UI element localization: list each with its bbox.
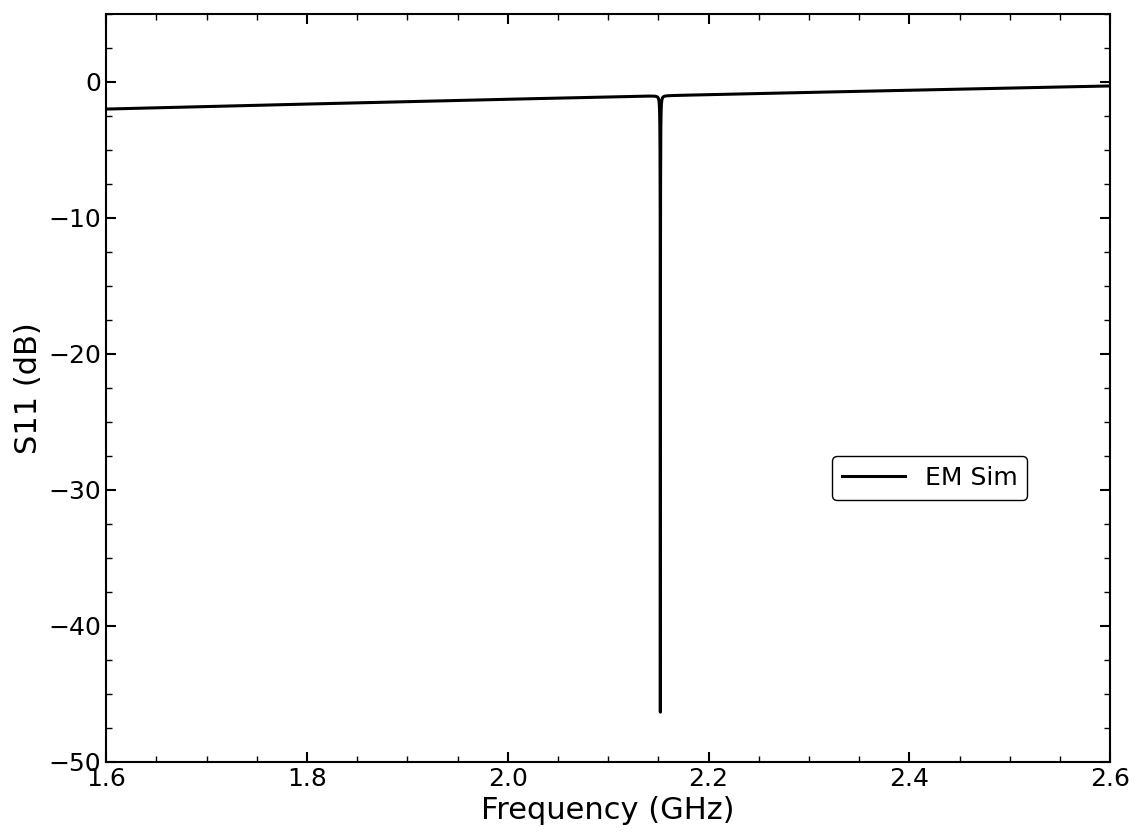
EM Sim [1103,81,1117,91]
EM Sim [550,93,564,103]
Legend: EM Sim: EM Sim [832,456,1027,499]
EM Sim [159,102,173,112]
EM Sim [217,101,231,111]
EM Sim [841,86,855,96]
X-axis label: Frequency (GHz): Frequency (GHz) [482,796,734,825]
EM Sim [1074,81,1088,91]
Line: EM Sim: EM Sim [106,86,1110,712]
EM Sim [313,99,327,109]
EM Sim [653,707,667,717]
Y-axis label: S11 (dB): S11 (dB) [14,322,42,454]
EM Sim [100,104,113,114]
